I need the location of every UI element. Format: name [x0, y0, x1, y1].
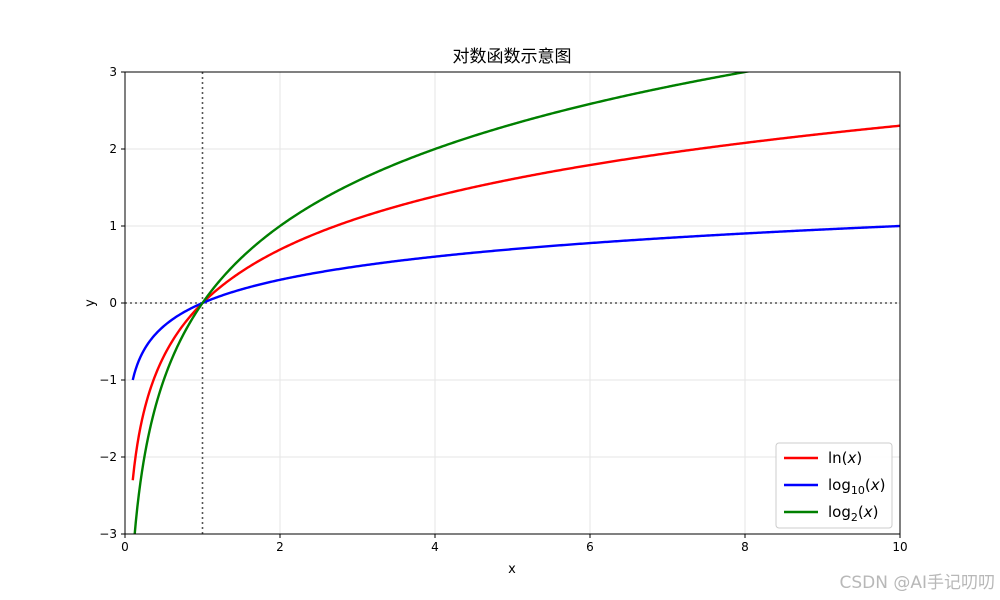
y-axis-label: y — [83, 299, 98, 307]
legend-label-1: ln(x) — [828, 449, 862, 467]
x-axis-label: x — [508, 562, 516, 577]
x-tick-label: 2 — [276, 540, 284, 554]
legend-box — [775, 442, 893, 529]
watermark: CSDN @AI手记叨叨 — [839, 573, 995, 593]
series-line-2 — [131, 224, 900, 381]
y-tick-label: −3 — [99, 527, 117, 541]
y-tick-label: −2 — [99, 450, 117, 464]
legend-label-2: log10(x) — [828, 476, 885, 497]
x-tick-label: 0 — [121, 540, 129, 554]
x-tick-label: 10 — [892, 540, 907, 554]
y-tick-label: 0 — [109, 296, 117, 310]
series-line-3 — [133, 72, 752, 534]
y-tick-label: 1 — [109, 219, 117, 233]
y-tick-label: 3 — [109, 65, 117, 79]
series-line-1 — [131, 124, 900, 481]
y-tick-label: 2 — [109, 142, 117, 156]
series-lines — [131, 72, 900, 534]
y-tick-label: −1 — [99, 373, 117, 387]
x-tick-label: 4 — [431, 540, 439, 554]
axis-ticks: 0 2 4 6 8 10 −3 −2 −1 0 1 2 3 — [99, 65, 907, 554]
x-tick-label: 6 — [586, 540, 594, 554]
legend-label-3: log2(x) — [828, 503, 878, 524]
legend: ln(x) log10(x) log2(x) — [775, 442, 893, 529]
x-tick-label: 8 — [741, 540, 749, 554]
chart-title: 对数函数示意图 — [453, 47, 572, 67]
